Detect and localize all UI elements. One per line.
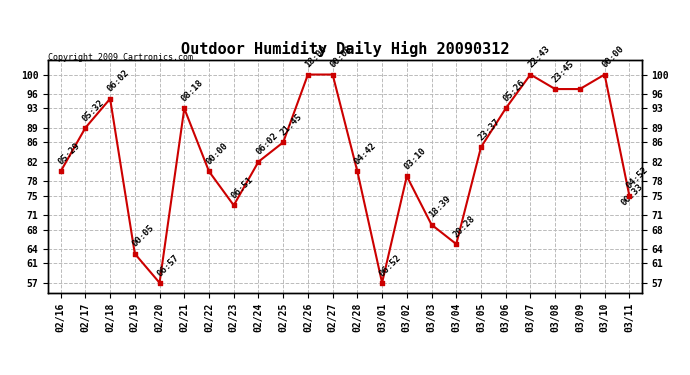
- Point: [55, 168, 66, 174]
- Point: [574, 86, 585, 92]
- Text: 04:52: 04:52: [625, 165, 650, 191]
- Point: [327, 72, 338, 78]
- Text: 06:02: 06:02: [254, 132, 279, 157]
- Point: [402, 173, 413, 179]
- Text: 05:26: 05:26: [502, 78, 526, 104]
- Point: [352, 168, 363, 174]
- Point: [129, 251, 140, 257]
- Point: [277, 140, 288, 146]
- Text: 20:28: 20:28: [452, 214, 477, 239]
- Point: [624, 193, 635, 199]
- Point: [204, 168, 215, 174]
- Text: 22:43: 22:43: [526, 44, 551, 70]
- Text: 08:18: 08:18: [180, 78, 205, 104]
- Point: [426, 222, 437, 228]
- Text: 23:45: 23:45: [551, 59, 576, 84]
- Text: 21:45: 21:45: [279, 112, 304, 138]
- Text: Copyright 2009 Cartronics.com: Copyright 2009 Cartronics.com: [48, 53, 193, 62]
- Text: 03:10: 03:10: [402, 146, 428, 171]
- Point: [302, 72, 313, 78]
- Point: [228, 202, 239, 208]
- Text: 05:32: 05:32: [81, 98, 106, 123]
- Text: 00:00: 00:00: [600, 44, 626, 70]
- Text: 06:51: 06:51: [229, 175, 255, 201]
- Point: [154, 280, 165, 286]
- Text: 06:02: 06:02: [106, 69, 131, 94]
- Point: [253, 159, 264, 165]
- Text: 18:39: 18:39: [427, 195, 453, 220]
- Point: [377, 280, 388, 286]
- Point: [525, 72, 536, 78]
- Text: 18:09: 18:09: [304, 44, 329, 70]
- Point: [179, 105, 190, 111]
- Point: [80, 125, 91, 131]
- Text: 05:29: 05:29: [57, 141, 81, 166]
- Point: [451, 241, 462, 247]
- Text: 04:42: 04:42: [353, 141, 378, 166]
- Point: [500, 105, 511, 111]
- Text: 00:00: 00:00: [205, 141, 230, 166]
- Text: 00:05: 00:05: [130, 224, 156, 249]
- Text: 00:33: 00:33: [619, 182, 644, 208]
- Point: [599, 72, 610, 78]
- Point: [550, 86, 561, 92]
- Title: Outdoor Humidity Daily High 20090312: Outdoor Humidity Daily High 20090312: [181, 42, 509, 57]
- Text: 00:00: 00:00: [328, 44, 353, 70]
- Text: 06:57: 06:57: [155, 253, 181, 278]
- Point: [475, 144, 486, 150]
- Point: [105, 96, 116, 102]
- Text: 23:37: 23:37: [477, 117, 502, 142]
- Text: 06:52: 06:52: [377, 253, 403, 278]
